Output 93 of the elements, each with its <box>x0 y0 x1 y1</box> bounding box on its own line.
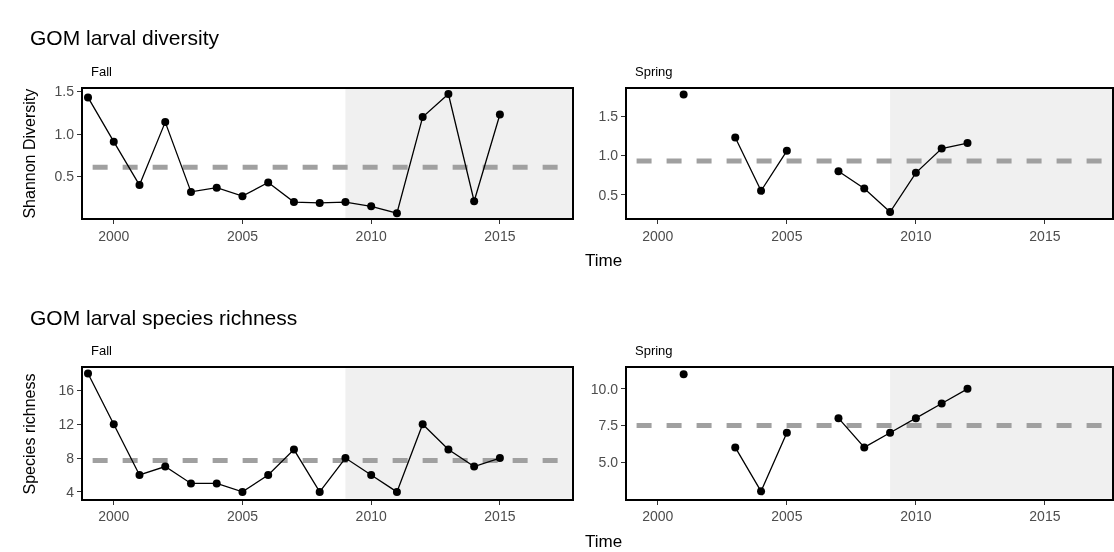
point <box>109 420 118 429</box>
x-tick-label: 2000 <box>98 508 130 525</box>
point <box>315 198 324 207</box>
point <box>495 454 504 463</box>
x-tick-label: 2005 <box>226 508 259 525</box>
point <box>161 462 170 471</box>
point <box>135 181 144 190</box>
point <box>860 184 869 193</box>
point <box>963 139 972 148</box>
x-tick-label: 2015 <box>1029 508 1061 525</box>
point <box>212 183 221 192</box>
chart-title: GOM larval species richness <box>30 306 298 329</box>
point <box>937 144 946 153</box>
point <box>470 197 479 206</box>
point <box>186 479 195 488</box>
y-tick-label: 5.0 <box>598 453 619 470</box>
chart-title: GOM larval diversity <box>30 26 220 49</box>
point <box>782 146 791 155</box>
point <box>757 487 766 496</box>
x-tick-label: 2005 <box>226 228 259 245</box>
point <box>212 479 221 488</box>
y-tick-label: 4 <box>66 483 75 500</box>
point <box>495 110 504 119</box>
point <box>679 90 688 99</box>
point <box>238 487 247 496</box>
point <box>238 192 247 201</box>
point <box>834 167 843 176</box>
point <box>84 93 92 102</box>
point <box>886 208 895 216</box>
y-axis-title: Shannon Diversity <box>21 88 39 219</box>
point <box>757 186 766 195</box>
y-tick-label: 0.5 <box>598 186 619 203</box>
y-tick-label: 7.5 <box>598 417 619 434</box>
x-tick-label: 2010 <box>355 508 387 525</box>
point <box>186 187 195 196</box>
point <box>418 113 427 122</box>
x-tick-label: 2015 <box>484 508 516 525</box>
point <box>731 443 740 452</box>
y-tick-label: 1.5 <box>54 83 75 100</box>
chart-subtitle: Spring <box>635 64 673 79</box>
point <box>418 420 427 429</box>
point <box>264 470 273 479</box>
point <box>289 445 298 454</box>
chart-subtitle: Fall <box>91 64 113 79</box>
point <box>392 487 401 496</box>
point <box>84 369 92 378</box>
point <box>367 470 376 479</box>
y-axis-title: Species richness <box>21 373 39 495</box>
x-tick-label: 2000 <box>98 228 130 245</box>
x-tick-label: 2015 <box>484 228 516 245</box>
point <box>341 454 350 463</box>
x-tick-label: 2015 <box>1029 228 1061 245</box>
x-tick-label: 2005 <box>771 228 803 245</box>
x-tick-label: 2005 <box>771 508 803 525</box>
y-tick-label: 1.0 <box>54 125 75 142</box>
point <box>341 198 350 207</box>
x-axis-title: Time <box>585 251 623 270</box>
point <box>367 202 376 211</box>
chart-subtitle: Spring <box>635 343 673 358</box>
point <box>444 445 453 454</box>
y-tick-label: 1.5 <box>598 108 619 125</box>
x-tick-label: 2000 <box>642 228 674 245</box>
point <box>264 178 273 187</box>
chart-subtitle: Fall <box>91 343 113 358</box>
y-tick-label: 8 <box>66 449 75 466</box>
y-tick-label: 12 <box>58 416 75 433</box>
point <box>782 428 791 437</box>
x-tick-label: 2010 <box>355 228 387 245</box>
y-tick-label: 0.5 <box>54 168 75 185</box>
point <box>315 487 324 496</box>
x-axis-title: Time <box>585 532 623 551</box>
point <box>289 198 298 207</box>
point <box>470 462 479 471</box>
point <box>109 137 118 146</box>
point <box>937 399 946 408</box>
y-tick-label: 1.0 <box>598 147 619 164</box>
y-tick-label: 10.0 <box>590 380 619 397</box>
point <box>161 118 170 127</box>
x-tick-label: 2000 <box>642 508 674 525</box>
point <box>860 443 869 452</box>
point <box>963 384 972 393</box>
point <box>886 428 895 437</box>
x-tick-label: 2010 <box>900 508 932 525</box>
point <box>392 209 401 218</box>
point <box>911 168 920 177</box>
x-tick-label: 2010 <box>900 228 932 245</box>
point <box>911 414 920 423</box>
point <box>135 470 144 479</box>
point <box>679 370 688 379</box>
point <box>444 90 453 99</box>
y-tick-label: 16 <box>58 382 75 399</box>
point <box>834 414 843 423</box>
point <box>731 133 740 142</box>
